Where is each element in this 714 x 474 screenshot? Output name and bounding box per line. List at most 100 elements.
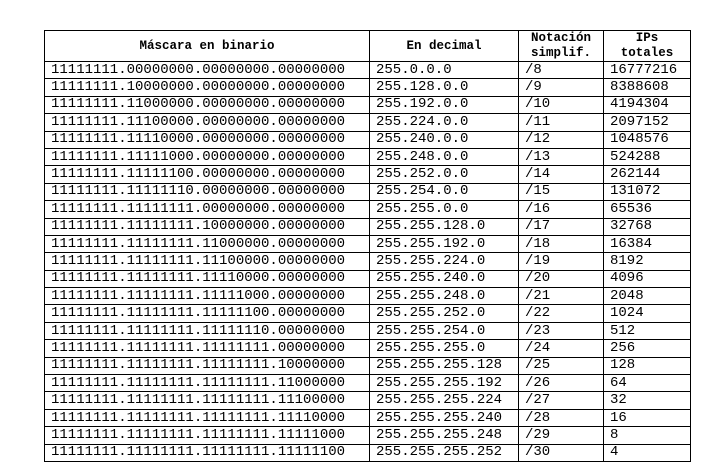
cidr-notation: /23 [518, 321, 604, 341]
header-cell: En decimal [369, 30, 519, 62]
total-ips: 4096 [603, 269, 691, 289]
decimal-mask: 255.254.0.0 [369, 182, 519, 202]
binary-mask: 11111111.11111100.00000000.00000000 [44, 165, 370, 184]
table-row: 11111111.11111111.11111111.11100000 255.2… [44, 391, 691, 410]
table-row: 11111111.11111111.11111111.10000000 255.2… [44, 356, 691, 376]
table-row: 11111111.11111111.11111000.00000000 255.2… [44, 287, 691, 306]
binary-mask: 11111111.11111000.00000000.00000000 [44, 147, 370, 167]
binary-mask: 11111111.11111111.11111111.11111000 [44, 426, 370, 445]
binary-mask: 11111111.11111111.00000000.00000000 [44, 200, 370, 219]
table-row: 11111111.11000000.00000000.00000000 255.1… [44, 95, 691, 115]
cidr-notation: /12 [518, 130, 604, 149]
table-row: 11111111.11111111.00000000.00000000 255.2… [44, 200, 691, 219]
cidr-notation: /20 [518, 269, 604, 289]
total-ips: 4 [603, 443, 691, 462]
binary-mask: 11111111.00000000.00000000.00000000 [44, 60, 370, 80]
table-row: 11111111.11111111.11111111.11111000 255.2… [44, 426, 691, 445]
decimal-mask: 255.255.255.252 [369, 443, 519, 462]
decimal-mask: 255.255.224.0 [369, 252, 519, 271]
binary-mask: 11111111.11111111.11111111.10000000 [44, 356, 370, 376]
binary-mask: 11111111.11111111.11000000.00000000 [44, 234, 370, 254]
binary-mask: 11111111.11111111.11111111.11000000 [44, 374, 370, 393]
table-row: 11111111.11110000.00000000.00000000 255.2… [44, 130, 691, 149]
table-row: 11111111.11111111.11111110.00000000 255.2… [44, 321, 691, 341]
cidr-notation: /21 [518, 287, 604, 306]
binary-mask: 11111111.11000000.00000000.00000000 [44, 95, 370, 115]
binary-mask: 11111111.11111111.11111111.00000000 [44, 339, 370, 358]
total-ips: 32768 [603, 217, 691, 236]
decimal-mask: 255.192.0.0 [369, 95, 519, 115]
total-ips: 256 [603, 339, 691, 358]
binary-mask: 11111111.11111111.11111111.11111100 [44, 443, 370, 462]
binary-mask: 11111111.11111111.11111111.11110000 [44, 408, 370, 428]
table-row: 11111111.11111111.11110000.00000000 255.2… [44, 269, 691, 289]
table-row: 11111111.11111111.11111111.00000000 255.2… [44, 339, 691, 358]
total-ips: 32 [603, 391, 691, 410]
table-row: 11111111.11111111.11100000.00000000 255.2… [44, 252, 691, 271]
table-row: 11111111.11111111.10000000.00000000 255.2… [44, 217, 691, 236]
table-row: 11111111.11111110.00000000.00000000 255.2… [44, 182, 691, 202]
total-ips: 512 [603, 321, 691, 341]
total-ips: 262144 [603, 165, 691, 184]
decimal-mask: 255.255.128.0 [369, 217, 519, 236]
total-ips: 2048 [603, 287, 691, 306]
total-ips: 128 [603, 356, 691, 376]
cidr-notation: /19 [518, 252, 604, 271]
cidr-notation: /18 [518, 234, 604, 254]
total-ips: 64 [603, 374, 691, 393]
table-row: 11111111.11111111.11111111.11111100 255.2… [44, 443, 691, 462]
cidr-notation: /28 [518, 408, 604, 428]
total-ips: 16384 [603, 234, 691, 254]
table-row: 11111111.11111111.11111111.11000000 255.2… [44, 374, 691, 393]
table-row: 11111111.11111111.11111100.00000000 255.2… [44, 304, 691, 323]
table-row: 11111111.11111111.11000000.00000000 255.2… [44, 234, 691, 254]
decimal-mask: 255.128.0.0 [369, 78, 519, 97]
binary-mask: 11111111.11111110.00000000.00000000 [44, 182, 370, 202]
total-ips: 2097152 [603, 113, 691, 132]
table-row: 11111111.10000000.00000000.00000000 255.1… [44, 78, 691, 97]
binary-mask: 11111111.11111111.11100000.00000000 [44, 252, 370, 271]
binary-mask: 11111111.11111111.11111100.00000000 [44, 304, 370, 323]
cidr-notation: /25 [518, 356, 604, 376]
binary-mask: 11111111.11110000.00000000.00000000 [44, 130, 370, 149]
cidr-notation: /8 [518, 60, 604, 80]
total-ips: 8388608 [603, 78, 691, 97]
decimal-mask: 255.255.255.0 [369, 339, 519, 358]
cidr-notation: /11 [518, 113, 604, 132]
cidr-notation: /15 [518, 182, 604, 202]
decimal-mask: 255.255.248.0 [369, 287, 519, 306]
header-cell: Notación simplif. [518, 30, 604, 62]
total-ips: 131072 [603, 182, 691, 202]
cidr-notation: /27 [518, 391, 604, 410]
header-cell: Máscara en binario [44, 30, 370, 62]
cidr-notation: /22 [518, 304, 604, 323]
header-row: Máscara en binario En decimal Notación s… [44, 30, 691, 62]
decimal-mask: 255.255.255.224 [369, 391, 519, 410]
decimal-mask: 255.255.192.0 [369, 234, 519, 254]
cidr-notation: /10 [518, 95, 604, 115]
decimal-mask: 255.255.255.128 [369, 356, 519, 376]
decimal-mask: 255.240.0.0 [369, 130, 519, 149]
header-cell: IPs totales [603, 30, 691, 62]
binary-mask: 11111111.11111111.11111000.00000000 [44, 287, 370, 306]
cidr-notation: /14 [518, 165, 604, 184]
cidr-notation: /24 [518, 339, 604, 358]
decimal-mask: 255.255.255.248 [369, 426, 519, 445]
total-ips: 65536 [603, 200, 691, 219]
table-row: 11111111.00000000.00000000.00000000 255.0… [44, 60, 691, 80]
decimal-mask: 255.255.254.0 [369, 321, 519, 341]
table-row: 11111111.11111111.11111111.11110000 255.2… [44, 408, 691, 428]
binary-mask: 11111111.11100000.00000000.00000000 [44, 113, 370, 132]
cidr-notation: /30 [518, 443, 604, 462]
cidr-notation: /9 [518, 78, 604, 97]
mask-table: Máscara en binario En decimal Notación s… [44, 30, 691, 462]
total-ips: 8192 [603, 252, 691, 271]
cidr-notation: /26 [518, 374, 604, 393]
decimal-mask: 255.0.0.0 [369, 60, 519, 80]
binary-mask: 11111111.11111111.10000000.00000000 [44, 217, 370, 236]
decimal-mask: 255.255.252.0 [369, 304, 519, 323]
table-row: 11111111.11100000.00000000.00000000 255.2… [44, 113, 691, 132]
total-ips: 8 [603, 426, 691, 445]
binary-mask: 11111111.11111111.11111111.11100000 [44, 391, 370, 410]
